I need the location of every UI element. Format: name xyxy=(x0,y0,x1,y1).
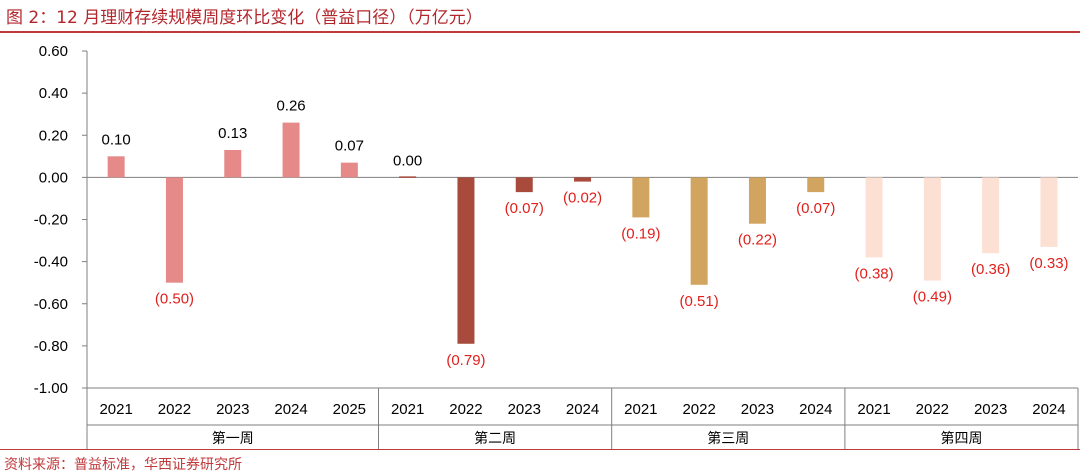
data-label: (0.19) xyxy=(621,225,660,242)
bar-2023 xyxy=(748,177,766,224)
bar-2021 xyxy=(399,176,417,178)
y-tick-label: 0.00 xyxy=(39,169,68,186)
y-tick-label: 0.60 xyxy=(39,43,68,60)
data-label: (0.36) xyxy=(971,261,1010,278)
group-label: 第四周 xyxy=(941,430,983,447)
data-label: 0.07 xyxy=(335,138,364,155)
category-label: 2024 xyxy=(566,401,599,418)
category-label: 2021 xyxy=(624,401,657,418)
group-label: 第二周 xyxy=(474,430,516,447)
category-label: 2021 xyxy=(391,401,424,418)
group-label: 第三周 xyxy=(707,430,749,447)
category-label: 2022 xyxy=(158,401,191,418)
category-label: 2021 xyxy=(857,401,890,418)
bar-2021 xyxy=(107,156,125,178)
y-tick-label: 0.40 xyxy=(39,85,68,102)
category-label: 2023 xyxy=(974,401,1007,418)
y-tick-label: -0.80 xyxy=(34,338,68,355)
category-label: 2023 xyxy=(741,401,774,418)
bar-2021 xyxy=(632,177,650,218)
data-label: (0.38) xyxy=(854,265,893,282)
category-label: 2022 xyxy=(916,401,949,418)
y-tick-label: -1.00 xyxy=(34,380,68,397)
bar-2022 xyxy=(923,177,941,281)
data-label: 0.13 xyxy=(218,125,247,142)
category-label: 2024 xyxy=(1032,401,1065,418)
bar-2023 xyxy=(515,177,533,193)
y-tick-label: -0.60 xyxy=(34,296,68,313)
bar-2025 xyxy=(340,162,358,178)
category-label: 2022 xyxy=(449,401,482,418)
title-rule xyxy=(0,31,1080,33)
category-label: 2024 xyxy=(274,401,307,418)
data-label: 0.10 xyxy=(102,131,131,148)
bar-2022 xyxy=(690,177,708,285)
category-label: 2023 xyxy=(216,401,249,418)
category-label: 2022 xyxy=(682,401,715,418)
bar-2024 xyxy=(574,177,592,182)
bar-2022 xyxy=(457,177,475,344)
chart-title: 图 2：12 月理财存续规模周度环比变化（普益口径）（万亿元） xyxy=(6,8,483,28)
bar-2024 xyxy=(807,177,825,193)
data-label: (0.50) xyxy=(155,291,194,308)
y-tick-label: -0.40 xyxy=(34,254,68,271)
data-label: (0.07) xyxy=(505,200,544,217)
data-label: (0.49) xyxy=(913,289,952,306)
category-label: 2023 xyxy=(508,401,541,418)
category-label: 2024 xyxy=(799,401,832,418)
bar-chart: 0.60 0.40 0.20 0.00 -0.20 -0.40 -0.60 -0.80 -1.0… xyxy=(0,43,1080,450)
data-label: (0.79) xyxy=(446,352,485,369)
bar-2021 xyxy=(865,177,883,258)
data-label: (0.07) xyxy=(796,200,835,217)
bar-2023 xyxy=(982,177,1000,254)
data-label: 0.00 xyxy=(393,152,422,169)
source-note: 资料来源：普益标准，华西证券研究所 xyxy=(4,457,242,473)
data-label: (0.22) xyxy=(738,232,777,249)
bar-2023 xyxy=(224,149,242,178)
data-label: (0.51) xyxy=(680,293,719,310)
data-label: 0.26 xyxy=(276,98,305,115)
y-tick-label: -0.20 xyxy=(34,212,68,229)
group-label: 第一周 xyxy=(212,430,254,447)
bar-2024 xyxy=(1040,177,1058,247)
data-label: (0.02) xyxy=(563,190,602,207)
category-label: 2021 xyxy=(99,401,132,418)
bar-2024 xyxy=(282,122,300,178)
bar-2022 xyxy=(165,177,183,283)
y-tick-label: 0.20 xyxy=(39,127,68,144)
category-label: 2025 xyxy=(333,401,366,418)
data-label: (0.33) xyxy=(1029,255,1068,272)
